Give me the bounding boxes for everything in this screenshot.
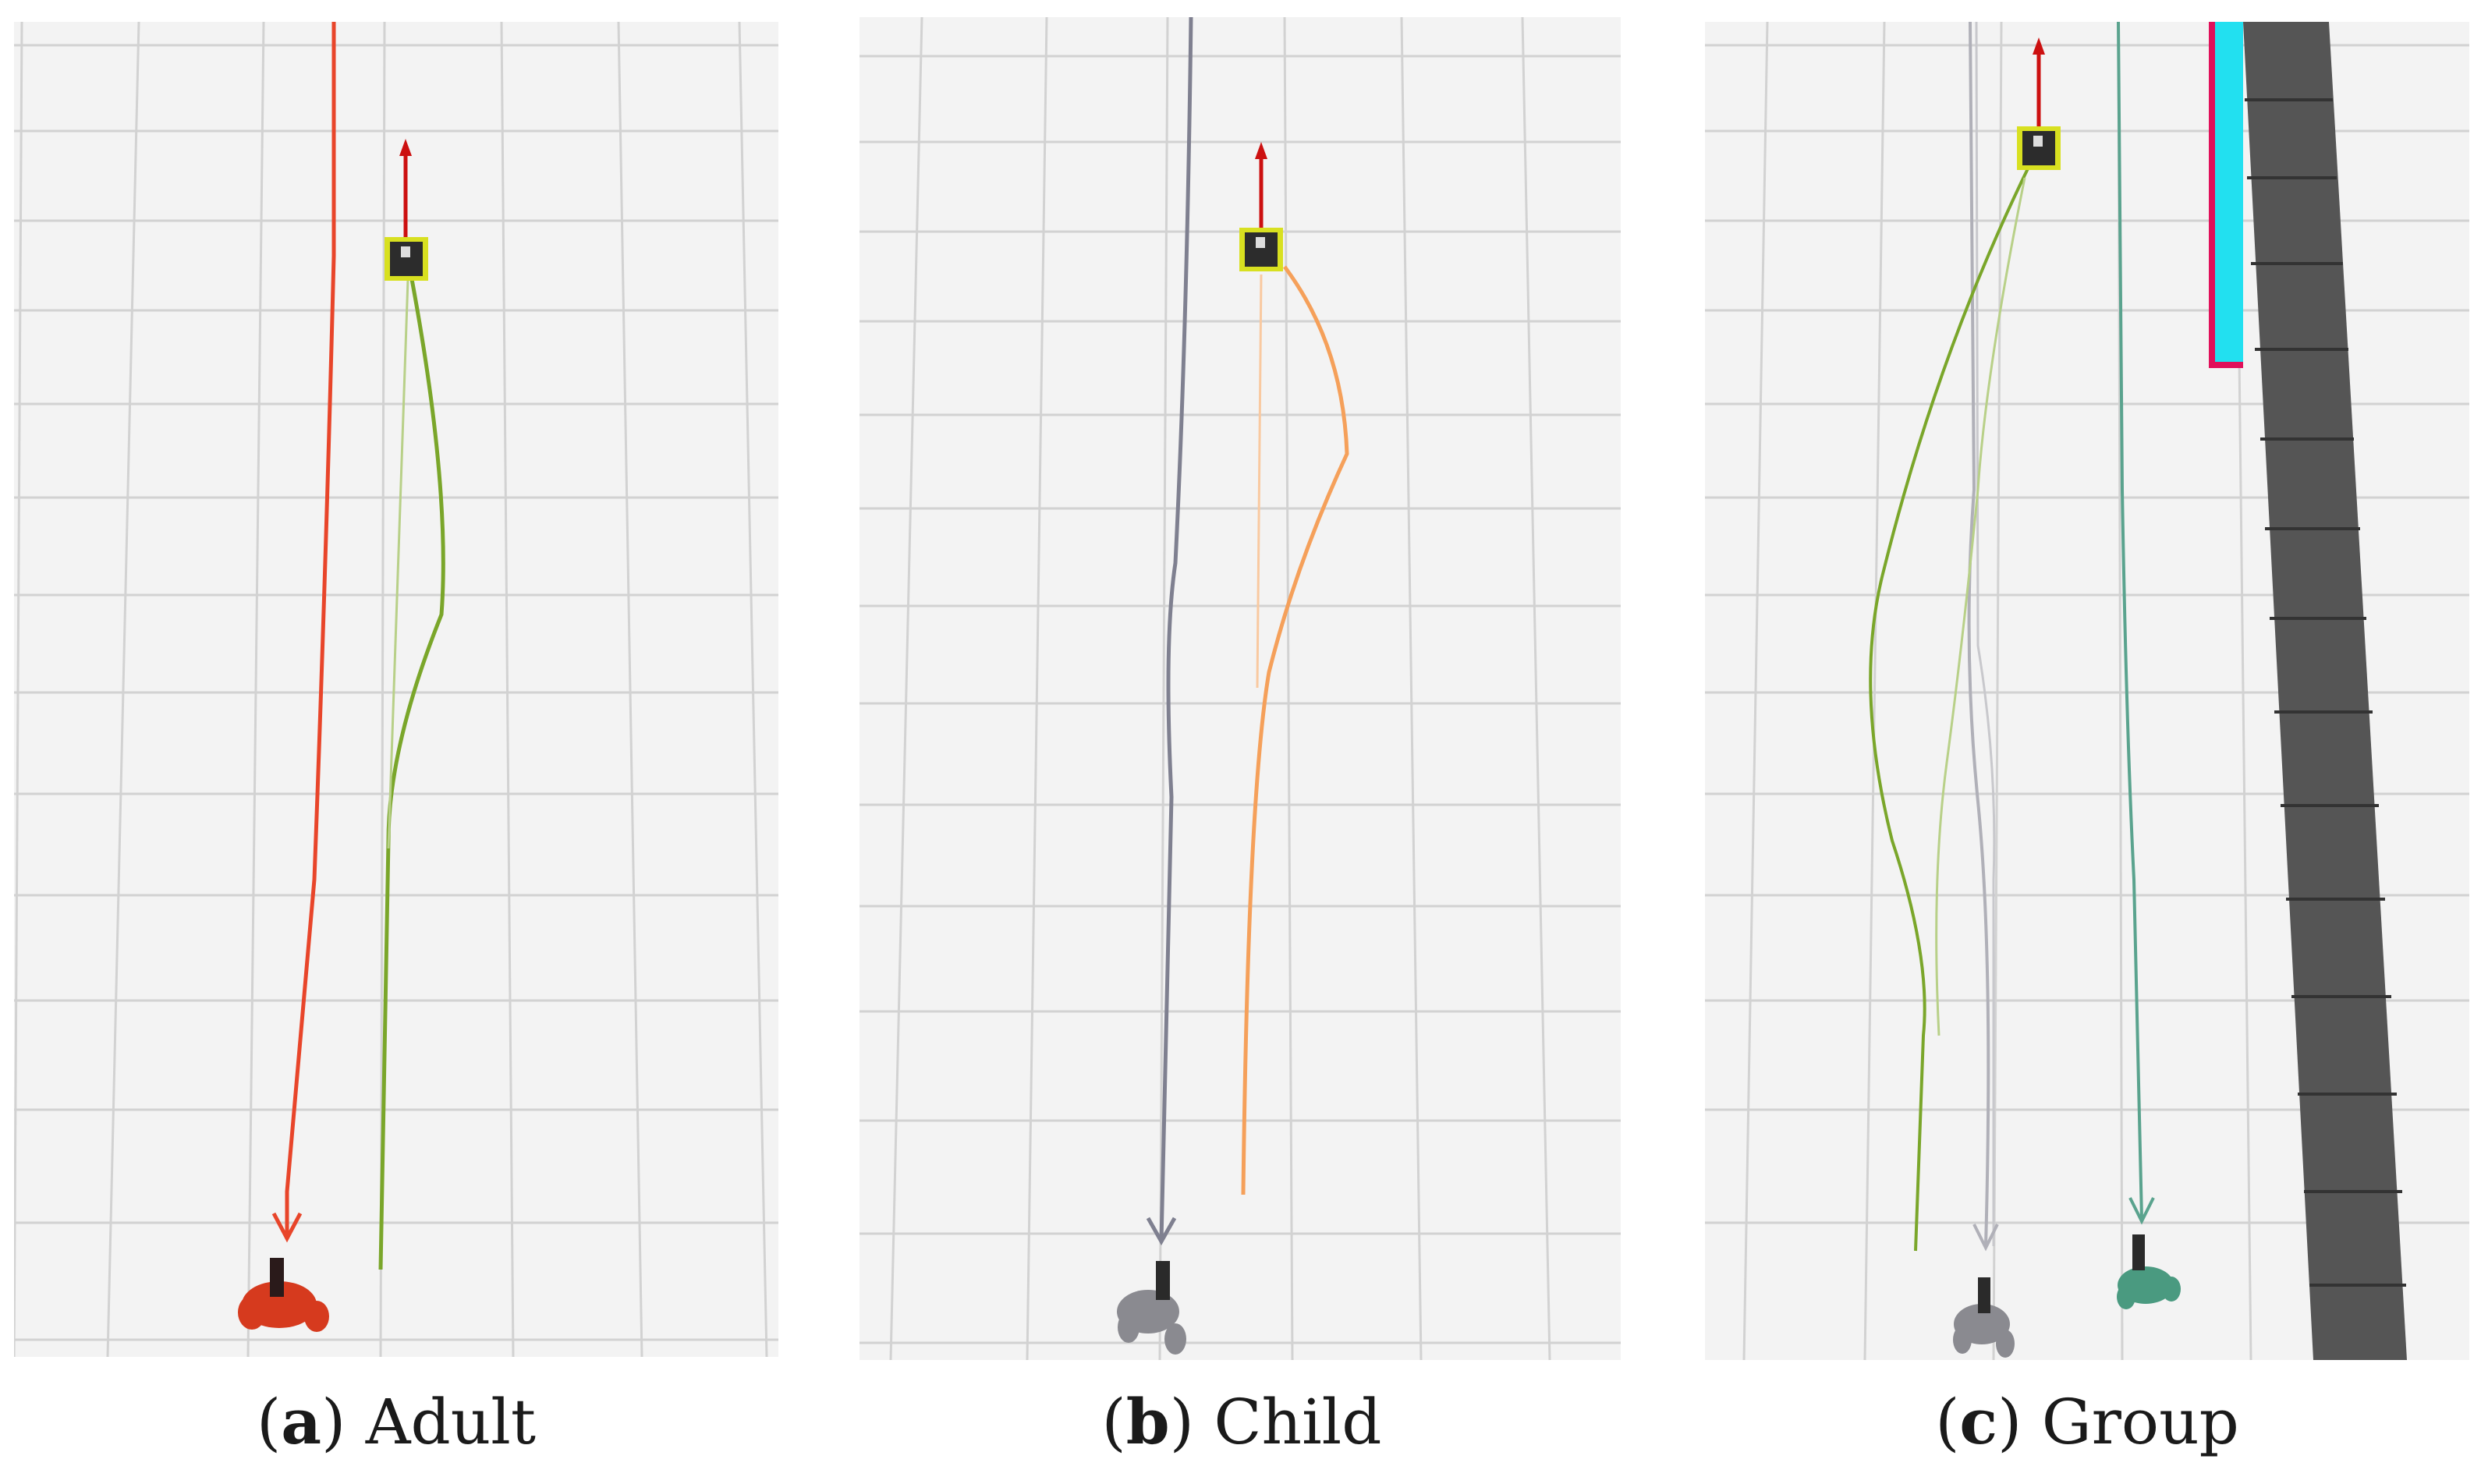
person-figure-icon xyxy=(1117,1261,1186,1355)
panel-child xyxy=(859,17,1621,1360)
panel-group xyxy=(1705,22,2469,1360)
panel-adult xyxy=(14,22,778,1357)
person-path-gray xyxy=(1967,22,1990,1247)
robot-icon xyxy=(2017,37,2061,170)
caption-group: (c) Group xyxy=(1935,1385,2239,1458)
robot-icon xyxy=(385,139,428,281)
caption-child: (b) Child xyxy=(1101,1385,1382,1458)
adult-path xyxy=(285,22,336,1238)
robot-path-faint xyxy=(1256,274,1263,689)
goal-arrow-icon xyxy=(1972,1224,1999,1252)
robot-path-faint xyxy=(1935,177,2026,1036)
wall-obstacle-icon xyxy=(2209,22,2407,1360)
person-figure-icon xyxy=(2117,1234,2181,1309)
scene-group xyxy=(1705,22,2469,1360)
robot-icon xyxy=(1239,142,1283,271)
floor-grid xyxy=(14,22,778,1357)
floor-grid xyxy=(859,17,1621,1360)
goal-arrow-icon xyxy=(2128,1197,2155,1225)
person-figure-icon xyxy=(1953,1277,2015,1358)
person-path-teal xyxy=(2117,22,2143,1220)
person-figure-icon xyxy=(238,1258,329,1332)
robot-path xyxy=(378,278,445,1270)
robot-path xyxy=(1241,265,1349,1195)
scene-child xyxy=(859,17,1621,1360)
caption-adult: (a) Adult xyxy=(257,1385,536,1458)
goal-arrow-icon xyxy=(1146,1217,1177,1246)
robot-path xyxy=(1869,161,2033,1252)
robot-path-faint xyxy=(387,278,409,849)
person-path-gray-2 xyxy=(1975,22,1996,1246)
goal-arrow-icon xyxy=(271,1212,303,1243)
scene-adult xyxy=(14,22,778,1357)
child-path xyxy=(1159,17,1193,1242)
